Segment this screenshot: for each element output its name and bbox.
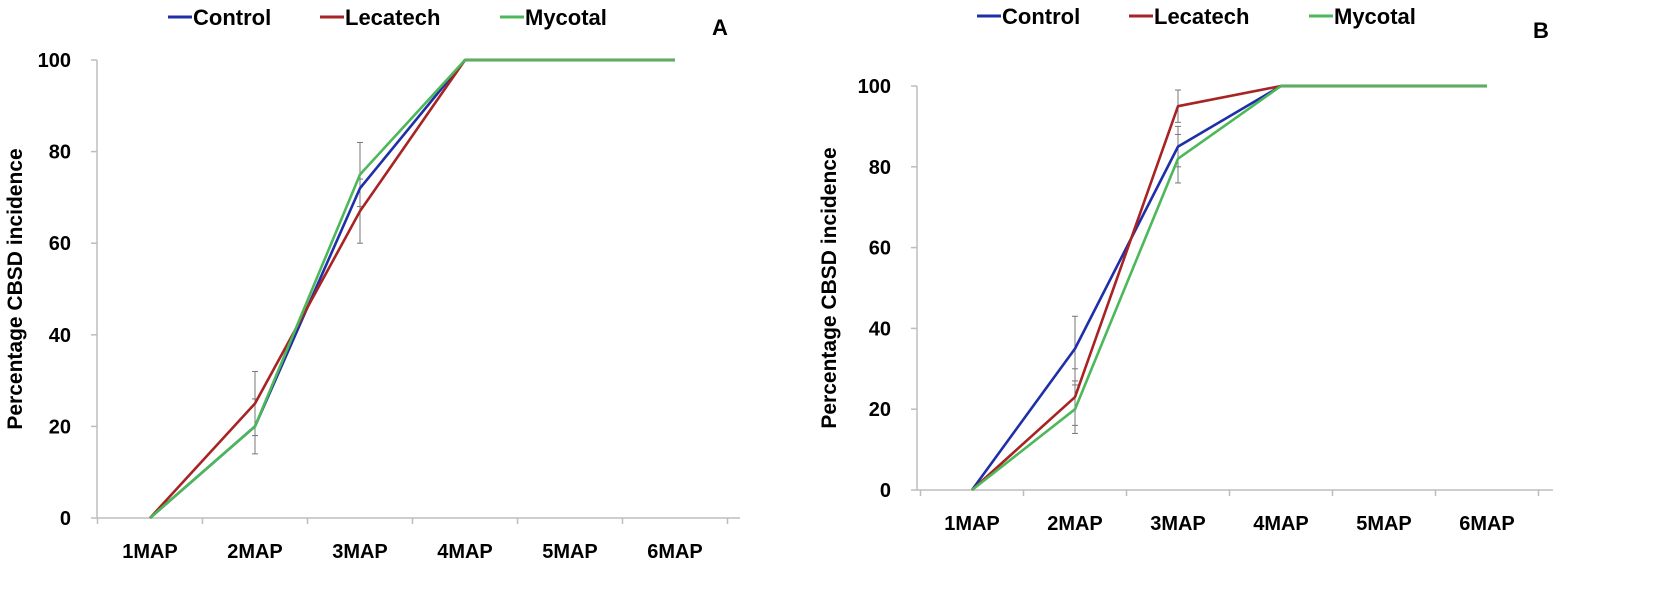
legend-label: Mycotal xyxy=(525,5,607,30)
y-axis-title: Percentage CBSD incidence xyxy=(818,147,841,428)
y-tick-label: 60 xyxy=(49,233,71,255)
chart-panel-a: 0 20 40 60 80 100 1MAP 2MAP 3MAP 4MAP 5MAP 6MAP Perc… xyxy=(4,5,740,563)
y-axis-title: Percentage CBSD incidence xyxy=(4,148,27,429)
y-tick-label: 80 xyxy=(869,157,891,179)
x-tick-label: 6MAP xyxy=(647,541,703,563)
y-tick-label: 20 xyxy=(869,399,891,421)
panel-label: A xyxy=(712,15,728,40)
x-tick-label: 3MAP xyxy=(1150,513,1206,535)
panel-label: B xyxy=(1533,18,1549,43)
y-tick-label: 40 xyxy=(869,318,891,340)
y-tick-label: 80 xyxy=(49,142,71,164)
x-tick-label: 2MAP xyxy=(227,541,283,563)
legend-label: Lecatech xyxy=(1154,4,1249,29)
y-tick-label: 100 xyxy=(858,76,891,98)
y-tick-label: 40 xyxy=(49,325,71,347)
legend-item-mycotal: Mycotal xyxy=(1309,4,1416,29)
chart-panel-b: 0 20 40 60 80 100 1MAP 2MAP 3MAP 4MAP 5MAP 6MAP Perc… xyxy=(818,4,1553,535)
legend-label: Lecatech xyxy=(345,5,440,30)
legend-item-lecatech: Lecatech xyxy=(320,5,440,30)
y-tick-label: 0 xyxy=(880,480,891,502)
x-tick-label: 6MAP xyxy=(1459,513,1515,535)
x-tick-label: 5MAP xyxy=(542,541,598,563)
x-tick-label: 1MAP xyxy=(122,541,178,563)
legend-item-control: Control xyxy=(977,4,1080,29)
y-tick-label: 60 xyxy=(869,238,891,260)
series-line-mycotal xyxy=(149,58,675,519)
x-tick-label: 4MAP xyxy=(437,541,493,563)
y-tick-label: 20 xyxy=(49,416,71,438)
legend-label: Mycotal xyxy=(1334,4,1416,29)
legend-item-control: Control xyxy=(168,5,271,30)
x-tick-label: 4MAP xyxy=(1253,513,1309,535)
legend-item-lecatech: Lecatech xyxy=(1129,4,1249,29)
legend-label: Control xyxy=(193,5,271,30)
legend-item-mycotal: Mycotal xyxy=(500,5,607,30)
legend-label: Control xyxy=(1002,4,1080,29)
x-tick-label: 5MAP xyxy=(1356,513,1412,535)
x-tick-label: 1MAP xyxy=(944,513,1000,535)
x-tick-label: 2MAP xyxy=(1047,513,1103,535)
x-tick-label: 3MAP xyxy=(332,541,388,563)
series-line-mycotal xyxy=(971,84,1487,492)
y-tick-label: 0 xyxy=(60,508,71,530)
y-tick-label: 100 xyxy=(38,50,71,72)
